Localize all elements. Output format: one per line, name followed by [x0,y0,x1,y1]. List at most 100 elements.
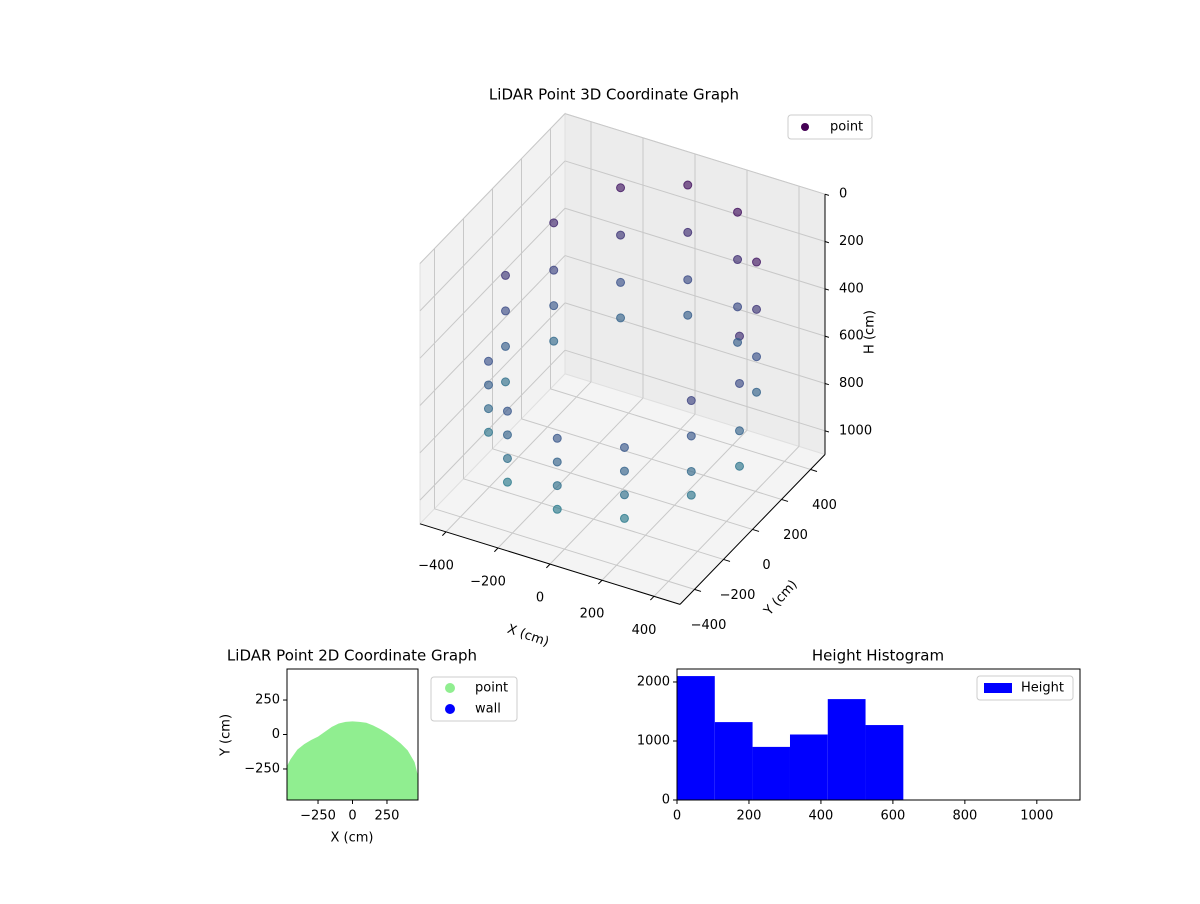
grid-line [564,302,826,384]
point [552,504,562,514]
point [616,183,626,193]
point [735,378,744,388]
axes-frame [676,668,1081,801]
grid-line [564,349,826,432]
tick-mark [824,430,830,433]
legend-box [976,675,1074,701]
point [735,426,744,436]
x-tick-label: 400 [809,809,834,824]
bar [752,746,790,800]
point [752,257,762,267]
grid-line [419,302,566,454]
legend-marker [984,683,1012,693]
x-tick-label: 250 [375,809,400,824]
x-tick-label: −250 [300,809,336,824]
grid-line [419,349,566,501]
point [733,337,743,347]
tick-mark [824,241,830,244]
y-axis-label: Y (cm) [761,577,801,619]
point [552,457,562,467]
y-tick-label: 1000 [637,733,670,748]
tick-mark [824,335,830,338]
point [619,466,629,476]
point [616,313,626,323]
point [552,433,562,443]
legend-label: wall [475,702,501,717]
y-tick-label: 0 [662,793,670,808]
point [752,352,762,362]
tick-mark [546,563,551,569]
point [683,275,693,285]
point [502,406,512,416]
y-axis-label: Y (cm) [219,714,234,757]
point [483,356,493,366]
legend-marker [801,123,809,131]
legend-marker [445,704,455,714]
x-tick-label: 0 [348,809,356,824]
x-tick-label: 200 [580,607,605,622]
z-tick-label: 0 [839,187,847,202]
tick-mark [494,547,499,553]
grid-line [434,508,695,590]
tick-mark [694,588,702,592]
grid-line [419,160,566,312]
grid-line [564,255,826,337]
point [619,513,629,523]
grid-line [564,113,826,195]
legend-label: point [830,120,863,135]
bar [789,734,828,800]
x-tick-label: 200 [737,809,762,824]
point [483,380,493,390]
z-tick-label: 800 [839,376,864,391]
point [483,427,493,437]
legend-box [787,114,873,140]
tick-mark [650,595,655,601]
point [501,270,510,280]
z-tick-label: 1000 [839,423,872,438]
chart-title: Height Histogram [812,647,944,665]
y-axis [679,454,826,605]
point [683,180,693,190]
y-tick-label: 400 [812,498,837,513]
grid-line [521,418,782,500]
x-tick-label: 800 [952,809,977,824]
tick-mark [824,193,830,196]
point [502,430,512,440]
point [549,265,559,275]
y-tick-label: 0 [762,558,770,573]
legend-label: point [475,681,508,696]
point [502,477,512,487]
grid-line [463,478,724,560]
z-tick-label: 200 [839,234,864,249]
point [686,396,696,406]
x-tick-label: 0 [673,809,681,824]
y-tick-label: 2000 [637,674,670,689]
point [616,230,626,240]
point [501,341,510,351]
x-tick-label: −400 [418,558,454,573]
grid-line [419,207,566,359]
x-tick-label: 1000 [1020,809,1053,824]
legend-box [430,676,518,722]
tick-mark [824,288,830,291]
point [552,481,562,491]
point [752,387,762,397]
x-tick-label: 0 [536,591,544,606]
chart-title: LiDAR Point 2D Coordinate Graph [227,647,477,665]
grid-line [550,388,811,470]
x-tick-label: 400 [632,623,657,638]
y-tick-label: 250 [255,693,280,708]
x-tick-label: −200 [470,574,506,589]
y-tick-label: 0 [272,727,280,742]
point [686,431,696,441]
point [752,304,762,314]
point [616,277,626,287]
legend-marker [445,683,455,693]
z-axis-label: H (cm) [863,310,878,354]
point [549,336,559,346]
y-tick-label: −400 [691,618,727,633]
point [501,306,510,316]
y-tick-label: −250 [244,761,280,776]
grid-line [564,160,826,243]
tick-mark [723,558,731,562]
